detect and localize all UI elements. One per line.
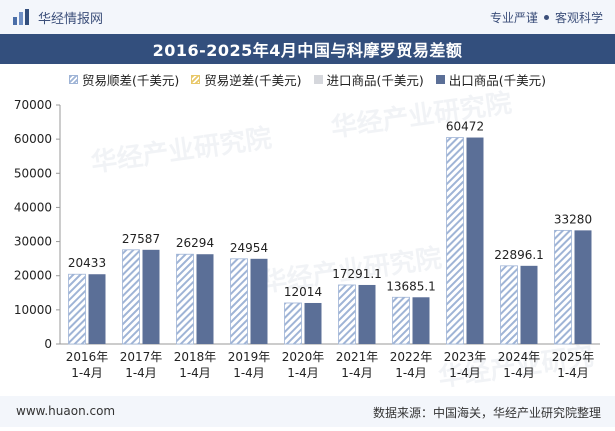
brand-name: 华经情报网 — [38, 11, 104, 27]
x-tick-label: 1-4月 — [503, 366, 535, 380]
data-label: 33280 — [554, 212, 592, 226]
axes: 0 10000 20000 30000 40000 50000 60000 70000 — [14, 98, 600, 351]
y-tick-label: 60000 — [14, 132, 52, 146]
bar-surplus[interactable] — [338, 284, 356, 345]
bar-surplus[interactable] — [230, 258, 248, 345]
slogan-left: 专业严谨 — [489, 11, 538, 25]
legend-label-deficit: 贸易逆差(千美元) — [204, 72, 302, 88]
x-tick-label: 2024年 — [498, 350, 541, 364]
bar-export[interactable] — [196, 254, 214, 344]
data-label: 24954 — [230, 241, 268, 255]
logo-icon — [13, 9, 29, 25]
bar-export[interactable] — [142, 249, 160, 344]
slogan-right: 客观科学 — [554, 11, 603, 25]
y-tick-label: 30000 — [14, 235, 52, 249]
x-tick-label: 2025年 — [552, 350, 595, 364]
x-tick-label: 1-4月 — [233, 366, 265, 380]
footer-source: 数据来源：中国海关，华经产业研究院整理 — [372, 406, 601, 420]
data-label: 13685.1 — [386, 279, 436, 293]
x-tick-label: 2020年 — [282, 350, 325, 364]
data-label: 27587 — [122, 232, 160, 246]
legend-label-surplus: 贸易顺差(千美元) — [81, 72, 180, 88]
bar-surplus[interactable] — [122, 249, 140, 345]
x-tick-label: 2017年 — [120, 350, 163, 364]
deficit-swatch-icon — [191, 74, 201, 84]
bar-export[interactable] — [358, 284, 376, 344]
bar-export[interactable] — [466, 137, 484, 344]
bar-surplus[interactable] — [68, 273, 86, 345]
x-tick-label: 1-4月 — [179, 366, 211, 380]
x-tick-label: 1-4月 — [341, 366, 373, 380]
data-label: 17291.1 — [332, 267, 382, 281]
bars — [68, 137, 592, 345]
bar-export[interactable] — [304, 302, 322, 344]
y-tick-label: 0 — [44, 337, 52, 351]
surplus-swatch-icon — [68, 74, 78, 84]
data-label: 60472 — [446, 120, 484, 134]
footer-site-link[interactable]: www.huaon.com — [16, 404, 116, 418]
legend-item-export[interactable]: 出口商品(千美元) — [435, 70, 547, 89]
y-tick-label: 20000 — [14, 269, 52, 283]
x-tick-label: 1-4月 — [395, 366, 427, 380]
chart-title: 2016-2025年4月中国与科摩罗贸易差额 — [152, 41, 463, 60]
bar-surplus[interactable] — [554, 229, 572, 345]
legend: 贸易顺差(千美元) 贸易逆差(千美元) 进口商品(千美元) 出口商品(千美元) — [0, 68, 615, 90]
data-label: 20433 — [68, 256, 106, 270]
x-tick-label: 2018年 — [174, 350, 217, 364]
x-tick-label: 1-4月 — [557, 366, 589, 380]
x-tick-label: 2023年 — [444, 350, 487, 364]
y-tick-label: 40000 — [14, 200, 52, 214]
data-label: 12014 — [284, 285, 322, 299]
separator-dot-icon — [543, 15, 549, 20]
y-tick-label: 50000 — [14, 166, 52, 180]
y-tick-label: 10000 — [14, 303, 52, 317]
data-label: 22896.1 — [494, 248, 544, 262]
bar-surplus[interactable] — [176, 253, 194, 345]
x-tick-label: 2021年 — [336, 350, 379, 364]
bar-surplus[interactable] — [284, 302, 302, 345]
y-tick-label: 70000 — [14, 98, 52, 112]
legend-item-surplus[interactable]: 贸易顺差(千美元) — [68, 70, 180, 89]
chart-title-bar: 2016-2025年4月中国与科摩罗贸易差额 — [0, 34, 615, 64]
x-tick-label: 1-4月 — [287, 366, 319, 380]
bar-chart: 0 10000 20000 30000 40000 50000 60000 70000 204… — [14, 98, 600, 380]
x-tick-label: 2022年 — [390, 350, 433, 364]
x-tick-label: 2019年 — [228, 350, 271, 364]
x-tick-label: 1-4月 — [125, 366, 157, 380]
labels: 20433 2016年 1-4月 27587 2017年 1-4月 26294 2018年 1-… — [66, 120, 595, 380]
footer: www.huaon.com 数据来源：中国海关，华经产业研究院整理 — [0, 396, 615, 427]
bar-surplus[interactable] — [392, 296, 410, 345]
export-swatch-icon — [435, 74, 445, 84]
brand[interactable]: 华经情报网 — [12, 7, 103, 27]
top-bar: 华经情报网 专业严谨 客观科学 — [0, 0, 615, 34]
bar-export[interactable] — [88, 274, 106, 344]
import-swatch-icon — [313, 74, 323, 84]
bar-export[interactable] — [520, 265, 538, 344]
x-tick-label: 1-4月 — [71, 366, 103, 380]
x-tick-label: 1-4月 — [449, 366, 481, 380]
bar-export[interactable] — [574, 230, 592, 344]
x-tick-label: 2016年 — [66, 350, 109, 364]
legend-label-import: 进口商品(千美元) — [326, 72, 424, 88]
legend-item-deficit[interactable]: 贸易逆差(千美元) — [191, 70, 302, 89]
bar-export[interactable] — [250, 258, 268, 344]
legend-item-import[interactable]: 进口商品(千美元) — [313, 70, 424, 89]
slogan: 专业严谨 客观科学 — [490, 9, 603, 26]
bar-surplus[interactable] — [500, 265, 518, 345]
legend-label-export: 出口商品(千美元) — [448, 72, 547, 88]
bar-export[interactable] — [412, 297, 430, 344]
data-label: 26294 — [176, 236, 214, 250]
bar-surplus[interactable] — [446, 137, 464, 345]
